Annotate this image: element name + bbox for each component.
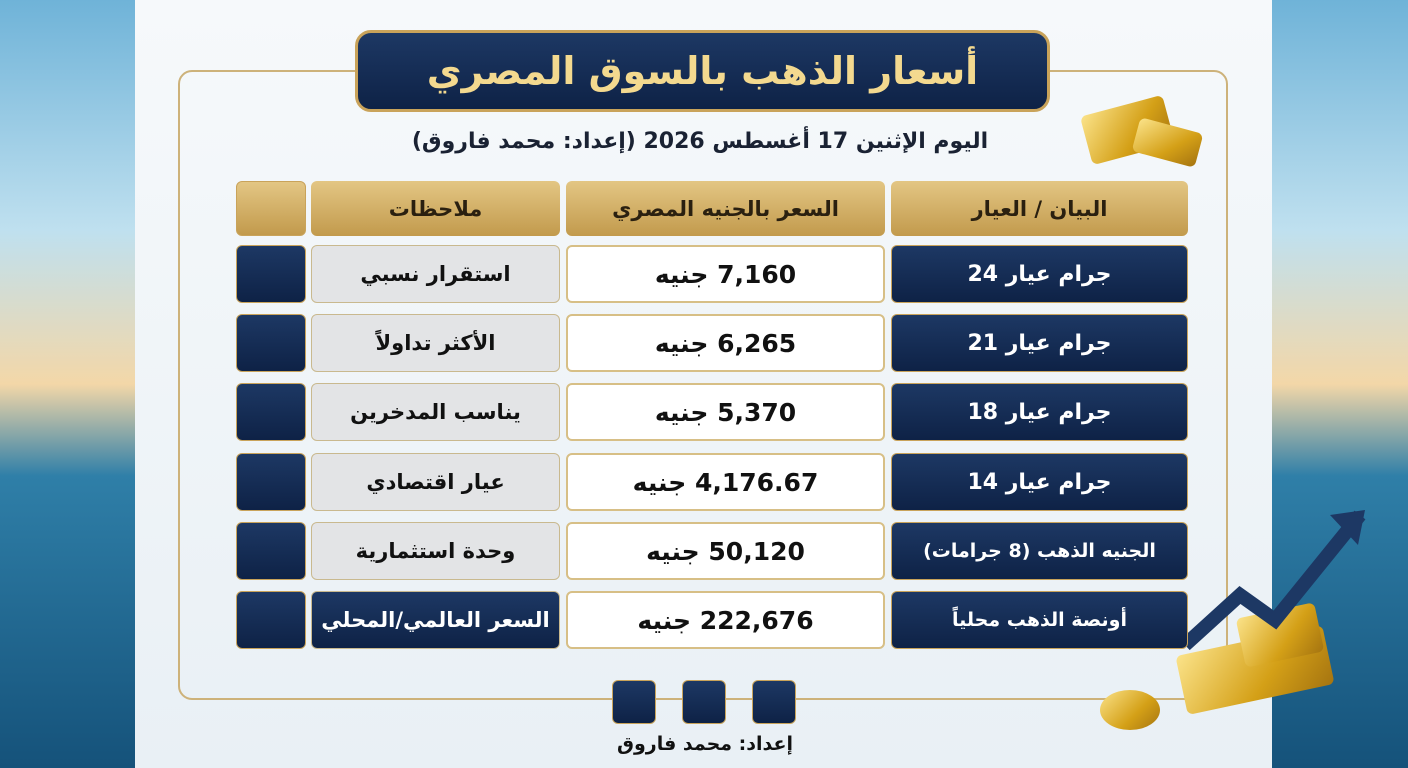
subtitle: اليوم الإثنين 17 أغسطس 2026 (إعداد: محمد…: [411, 129, 989, 154]
note: السعر العالمي/المحلي: [311, 591, 560, 649]
header-cell: البيان / العيار: [891, 181, 1188, 236]
row-icon: [236, 453, 306, 511]
credit: إعداد: محمد فاروق: [616, 733, 794, 755]
row-icon: [236, 522, 306, 580]
price: 5,370 جنيه: [566, 383, 885, 441]
header-cell: ملاحظات: [311, 181, 560, 236]
header-cell: السعر بالجنيه المصري: [566, 181, 885, 236]
price: 7,160 جنيه: [566, 245, 885, 303]
row-icon: [236, 245, 306, 303]
emblem-cell: [236, 181, 306, 236]
title-banner: أسعار الذهب بالسوق المصري: [355, 30, 1050, 112]
row-icon: [236, 314, 306, 372]
row-icon: [236, 591, 306, 649]
title: أسعار الذهب بالسوق المصري: [426, 49, 979, 93]
row-icon: [236, 383, 306, 441]
note: يناسب المدخرين: [311, 383, 560, 441]
note: الأكثر تداولاً: [311, 314, 560, 372]
price: 50,120 جنيه: [566, 522, 885, 580]
footer-icon: [752, 680, 796, 724]
footer-icon: [612, 680, 656, 724]
item-label: جرام عيار 24: [891, 245, 1188, 303]
item-label: أونصة الذهب محلياً: [891, 591, 1188, 649]
item-label: جرام عيار 21: [891, 314, 1188, 372]
price: 4,176.67 جنيه: [566, 453, 885, 511]
item-label: الجنيه الذهب (8 جرامات): [891, 522, 1188, 580]
arrow: [1180, 510, 1366, 651]
footer-icon: [682, 680, 726, 724]
price: 6,265 جنيه: [566, 314, 885, 372]
note: عيار اقتصادي: [311, 453, 560, 511]
price: 222,676 جنيه: [566, 591, 885, 649]
item-label: جرام عيار 14: [891, 453, 1188, 511]
note: استقرار نسبي: [311, 245, 560, 303]
coins: [1100, 690, 1160, 730]
left-scene: [0, 0, 135, 768]
note: وحدة استثمارية: [311, 522, 560, 580]
item-label: جرام عيار 18: [891, 383, 1188, 441]
